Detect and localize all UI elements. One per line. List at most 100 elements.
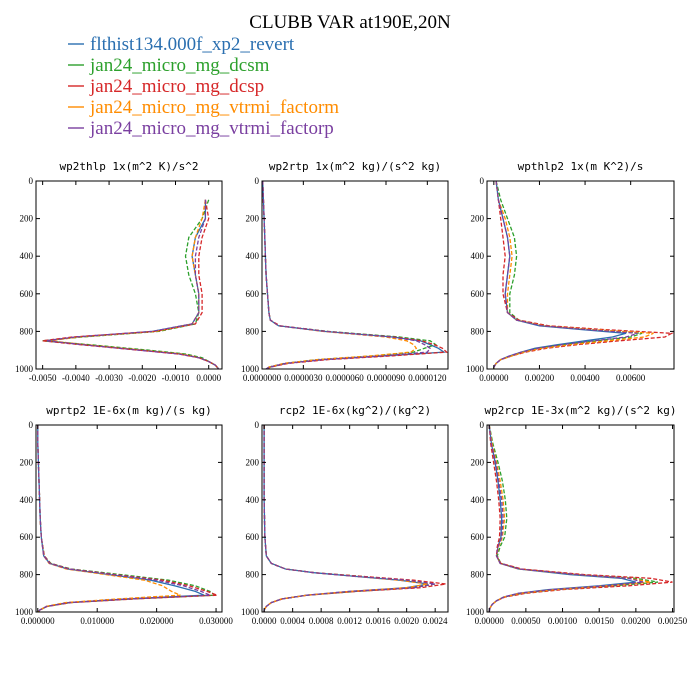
- y-tick-label: 0: [255, 420, 260, 430]
- x-tick-label: -0.0040: [62, 373, 90, 383]
- plot-frame: [35, 180, 223, 370]
- y-tick-label: 1000: [15, 364, 34, 374]
- x-tick-label: 0.00200: [525, 373, 555, 383]
- series-line: [488, 424, 637, 613]
- y-tick-label: 800: [20, 326, 34, 336]
- x-tick-label: -0.0030: [95, 373, 123, 383]
- x-tick-label: 0.00100: [548, 616, 578, 626]
- x-tick-label: 0.00000: [475, 616, 505, 626]
- series-line: [488, 424, 644, 613]
- chart-panel: wp2thlp 1x(m^2 K)/s^202004006008001000-0…: [15, 160, 223, 383]
- figure-title: CLUBB VAR at190E,20N: [249, 12, 451, 33]
- y-tick-label: 600: [246, 532, 260, 542]
- series-line: [263, 425, 429, 612]
- x-tick-label: 0.00050: [511, 616, 541, 626]
- x-tick-label: 0.010000: [80, 616, 114, 626]
- plot-frame: [486, 180, 675, 370]
- panel-title: wp2rtp 1x(m^2 kg)/(s^2 kg): [269, 160, 441, 173]
- y-tick-label: 1000: [15, 607, 34, 617]
- x-tick-label: 0.0024: [423, 616, 448, 626]
- x-tick-label: 0.0016: [366, 616, 391, 626]
- series-line: [488, 424, 659, 613]
- x-tick-label: 0.0000000: [243, 373, 282, 383]
- series-line: [49, 199, 220, 370]
- legend-item: jan24_micro_mg_dcsp: [68, 76, 264, 97]
- y-tick-label: 600: [20, 289, 34, 299]
- panel-title: wpthlp2 1x(m K^2)/s: [518, 160, 644, 173]
- y-tick-label: 0: [29, 176, 34, 186]
- series-line: [262, 180, 432, 370]
- panel-grid: wp2thlp 1x(m^2 K)/s^202004006008001000-0…: [15, 160, 688, 626]
- series-line: [488, 424, 673, 613]
- legend-label: jan24_micro_mg_dcsm: [89, 55, 270, 76]
- x-tick-label: -0.0020: [128, 373, 156, 383]
- x-tick-label: 0.00400: [570, 373, 600, 383]
- y-tick-label: 800: [246, 570, 260, 580]
- y-tick-label: 400: [246, 251, 260, 261]
- y-tick-label: 0: [480, 176, 485, 186]
- panel-title: wp2thlp 1x(m^2 K)/s^2: [59, 160, 198, 173]
- y-tick-label: 200: [246, 214, 260, 224]
- series-line: [493, 180, 638, 369]
- y-tick-label: 600: [246, 289, 260, 299]
- x-tick-label: 0.00200: [621, 616, 651, 626]
- chart-panel: wpthlp2 1x(m K^2)/s020040060080010000.00…: [466, 160, 675, 383]
- y-tick-label: 400: [471, 495, 485, 505]
- x-tick-label: 0.0000: [196, 373, 221, 383]
- chart-panel: rcp2 1E-6x(kg^2)/(kg^2) 0 200 400 600 800 1000…: [241, 404, 449, 626]
- y-tick-label: 0: [29, 420, 34, 430]
- series-line: [263, 425, 436, 612]
- series-line: [45, 199, 220, 370]
- plot-frame: [486, 424, 675, 613]
- legend-item: jan24_micro_mg_vtrmi_factorm: [68, 97, 339, 118]
- plot-frame: [261, 180, 449, 370]
- y-tick-label: 200: [471, 457, 485, 467]
- y-tick-label: 800: [246, 326, 260, 336]
- y-tick-label: 1000: [466, 607, 485, 617]
- series-line: [37, 425, 217, 613]
- y-tick-label: 600: [20, 532, 34, 542]
- x-tick-label: 0.0004: [280, 616, 305, 626]
- chart-panel: wp2rtp 1x(m^2 kg)/(s^2 kg) 0 200 400 600 800 1…: [241, 160, 449, 383]
- x-tick-label: 0.020000: [140, 616, 174, 626]
- series-line: [493, 180, 643, 369]
- chart-panel: wprtp2 1E-6x(m kg)/(s kg) 0 200 400 600 800 10…: [15, 404, 233, 626]
- y-tick-label: 1000: [241, 607, 260, 617]
- x-tick-label: 0.00000: [479, 373, 509, 383]
- x-tick-label: 0.0000120: [408, 373, 447, 383]
- x-tick-label: -0.0010: [162, 373, 190, 383]
- series-line: [263, 425, 429, 612]
- y-tick-label: 400: [20, 251, 34, 261]
- panel-title: wp2rcp 1E-3x(m^2 kg)/(s^2 kg): [484, 404, 676, 417]
- x-tick-label: -0.0050: [29, 373, 57, 383]
- x-tick-label: 0.000000: [21, 616, 55, 626]
- y-tick-label: 400: [471, 251, 485, 261]
- y-tick-label: 600: [471, 532, 485, 542]
- series-line: [263, 425, 436, 612]
- y-tick-label: 400: [20, 495, 34, 505]
- y-tick-label: 200: [20, 457, 34, 467]
- y-tick-label: 0: [480, 420, 485, 430]
- y-tick-label: 1000: [466, 364, 485, 374]
- series-line: [37, 425, 181, 613]
- x-tick-label: 0.0020: [394, 616, 419, 626]
- x-tick-label: 0.030000: [199, 616, 233, 626]
- x-tick-label: 0.0000060: [326, 373, 365, 383]
- series-line: [493, 180, 675, 369]
- y-tick-label: 400: [246, 495, 260, 505]
- y-tick-label: 1000: [241, 364, 260, 374]
- series-line: [263, 425, 446, 612]
- y-tick-label: 800: [471, 570, 485, 580]
- legend-label: jan24_micro_mg_vtrmi_factorp: [89, 118, 334, 139]
- legend-item: jan24_micro_mg_dcsm: [68, 55, 270, 76]
- legend-item: flthist134.000f_xp2_revert: [68, 34, 295, 55]
- legend-label: flthist134.000f_xp2_revert: [90, 34, 295, 55]
- chart-panel: wp2rcp 1E-3x(m^2 kg)/(s^2 kg) 0 200 400 600 8…: [466, 404, 688, 626]
- y-tick-label: 600: [471, 289, 485, 299]
- y-tick-label: 200: [20, 214, 34, 224]
- plot-frame: [261, 424, 449, 613]
- plot-frame: [35, 424, 223, 613]
- x-tick-label: 0.00150: [585, 616, 615, 626]
- series-line: [262, 180, 418, 370]
